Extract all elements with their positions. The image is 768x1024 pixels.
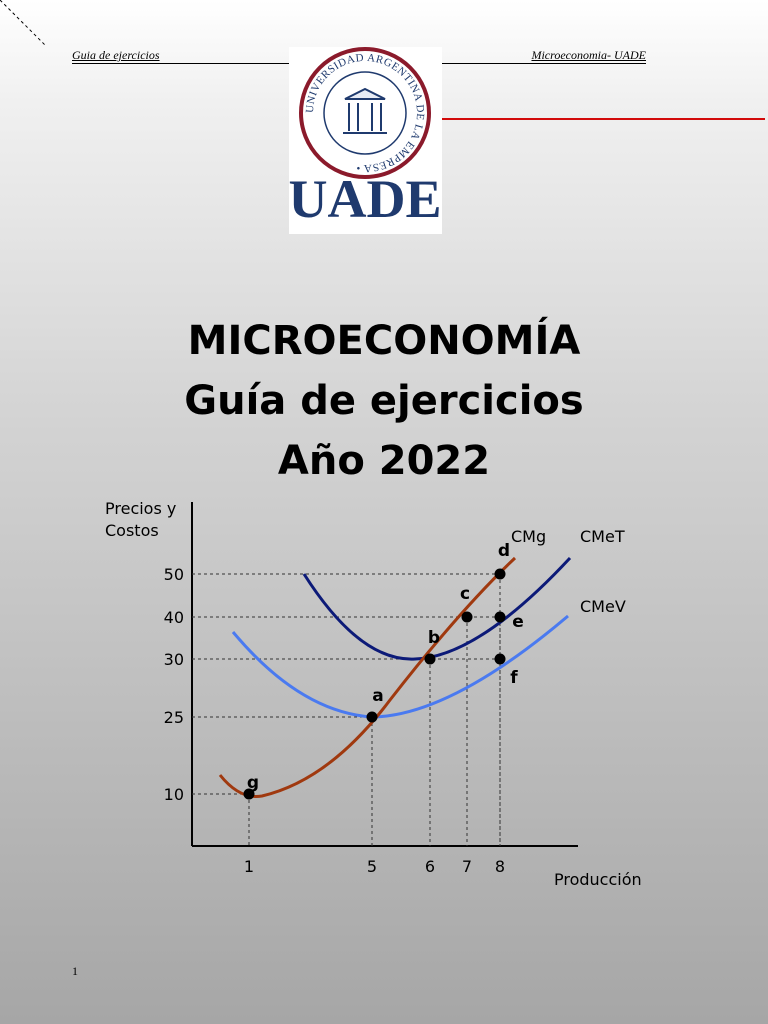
curve-label-cmev: CMeV (580, 597, 626, 616)
x-axis-label: Producción (554, 870, 642, 889)
point-label-c: c (460, 584, 470, 604)
title-line-2: Guía de ejercicios (184, 378, 584, 424)
y-tick-label: 40 (164, 608, 184, 627)
cost-curves-chart: Precios y Costos Producción 10 25 30 40 50 1 5 6… (105, 499, 642, 889)
point-label-d: d (498, 541, 510, 561)
uade-wordmark: UADE (289, 169, 442, 229)
point-b (424, 653, 436, 665)
point-label-b: b (428, 628, 440, 648)
chart-axes (191, 502, 578, 847)
y-tick-label: 10 (164, 785, 184, 804)
corner-fold-line (0, 0, 47, 47)
x-tick-label: 6 (425, 857, 435, 876)
point-a (366, 711, 378, 723)
point-label-g: g (247, 773, 259, 793)
svg-text:UNIVERSIDAD ARGENTINA DE LA EM: UNIVERSIDAD ARGENTINA DE LA EMPRESA • (304, 52, 426, 174)
point-label-f: f (510, 668, 518, 688)
dashed-guides (192, 573, 501, 846)
x-tick-label: 5 (367, 857, 377, 876)
x-tick-label: 7 (462, 857, 472, 876)
point-label-e: e (512, 612, 524, 632)
curve-labels: CMg CMeT CMeV (511, 527, 626, 616)
y-tick-label: 30 (164, 650, 184, 669)
uade-logo: UNIVERSIDAD ARGENTINA DE LA EMPRESA • UA… (288, 47, 442, 234)
logo-accent-line (420, 118, 765, 120)
header-left: Guia de ejercicios (72, 48, 160, 62)
cmet-curve (302, 556, 572, 661)
axis-ticks: 10 25 30 40 50 1 5 6 7 8 (164, 565, 505, 876)
chart-points: g a b c d e f (243, 541, 524, 800)
point-label-a: a (372, 686, 383, 706)
x-tick-label: 8 (495, 857, 505, 876)
title-line-1: MICROECONOMÍA (187, 318, 581, 364)
header-right: Microeconomia- UADE (531, 48, 646, 62)
cmg-curve (218, 556, 517, 799)
point-e (494, 611, 506, 623)
y-axis-label: Precios y Costos (105, 499, 176, 540)
y-tick-label: 50 (164, 565, 184, 584)
y-tick-label: 25 (164, 708, 184, 727)
curve-label-cmg: CMg (511, 527, 546, 546)
point-g (243, 788, 255, 800)
x-tick-label: 1 (244, 857, 254, 876)
point-c (461, 611, 473, 623)
point-f (494, 653, 506, 665)
point-d (494, 568, 506, 580)
curve-label-cmet: CMeT (580, 527, 625, 546)
title-line-3: Año 2022 (277, 438, 491, 484)
page-number: 1 (72, 964, 78, 978)
